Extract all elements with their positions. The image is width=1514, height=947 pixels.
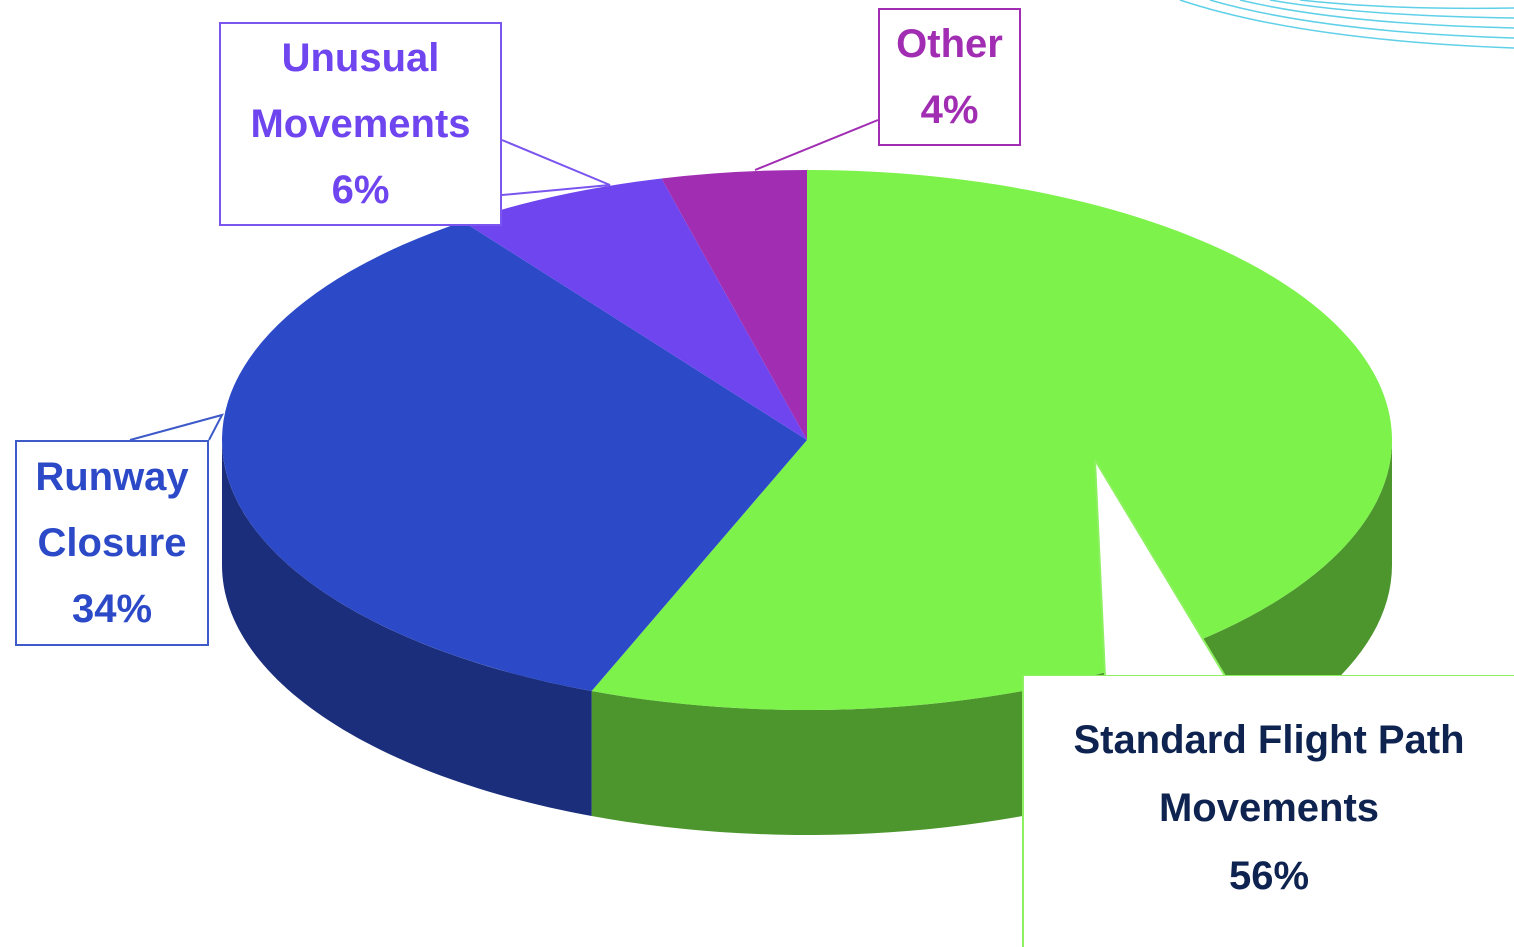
slice (222, 221, 808, 692)
data-label-name: Standard Flight Path Movements (1073, 718, 1465, 830)
data-label: Unusual Movements 6% (219, 22, 502, 226)
slice (463, 178, 807, 440)
data-label: Standard Flight Path Movements 56% (1022, 676, 1514, 947)
decoration (1179, 0, 1514, 49)
leader-line (754, 119, 879, 171)
data-label-name: Runway Closure (35, 455, 189, 565)
slice-side (222, 440, 592, 817)
slice-tops (222, 170, 1392, 710)
data-label-name: Unusual Movements (250, 36, 471, 146)
leader-line (501, 139, 611, 196)
slice (591, 170, 1392, 710)
data-label: Runway Closure 34% (15, 440, 209, 646)
data-label-value: 56% (1228, 854, 1310, 898)
data-label-value: 4% (920, 88, 979, 132)
data-label-value: 6% (331, 168, 390, 212)
data-label-value: 34% (71, 587, 153, 631)
leader-line (129, 413, 224, 441)
data-label: Other 4% (878, 8, 1021, 146)
data-label-name: Other (896, 22, 1003, 66)
slice (661, 170, 807, 440)
